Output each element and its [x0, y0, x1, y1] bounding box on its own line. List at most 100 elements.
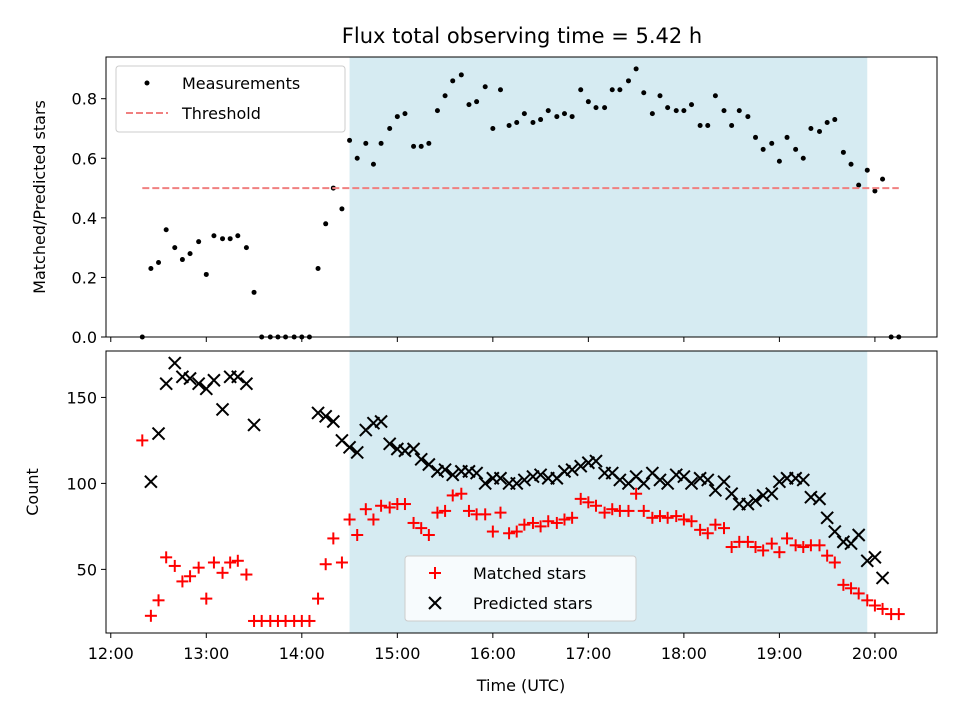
measurement-point	[554, 114, 560, 120]
measurement-point	[243, 245, 249, 251]
measurement-point	[203, 271, 209, 277]
top-panel: 0.00.20.40.60.8 Matched/Predicted stars …	[30, 56, 938, 347]
predicted-stars-point	[326, 414, 341, 429]
predicted-stars-point	[772, 474, 787, 489]
measurement-point	[442, 93, 448, 99]
predicted-stars-point	[653, 473, 667, 487]
matched-stars-point	[240, 568, 253, 581]
measurement-point	[474, 99, 480, 105]
matched-stars-point	[303, 614, 316, 627]
measurement-point	[172, 245, 178, 251]
matched-stars-point	[518, 518, 531, 531]
measurement-point	[370, 161, 376, 167]
matched-stars-point	[725, 541, 738, 554]
predicted-stars-point	[446, 468, 460, 482]
measurement-point	[800, 155, 806, 161]
measurement-point	[817, 128, 823, 134]
measurement-point	[227, 236, 233, 242]
bottom-axes-frame	[105, 350, 938, 634]
matched-stars-point	[876, 602, 889, 615]
predicted-stars-point	[422, 457, 436, 472]
matched-stars-point	[590, 499, 603, 512]
bottom-x-tick-label: 12:00	[88, 644, 134, 663]
top-marks	[139, 66, 902, 340]
matched-stars-point	[455, 487, 468, 500]
measurement-point	[856, 182, 862, 188]
measurement-point	[784, 134, 790, 140]
measurement-point	[625, 78, 631, 84]
matched-stars-point	[192, 561, 205, 574]
predicted-stars-point	[517, 473, 532, 487]
matched-stars-point	[757, 544, 770, 557]
top-axes-frame	[105, 56, 938, 338]
matched-stars-point	[781, 532, 794, 545]
measurement-point	[736, 108, 742, 114]
predicted-stars-point	[438, 462, 452, 477]
measurement-point	[665, 105, 671, 111]
matched-stars-point	[813, 539, 826, 552]
measurement-point	[705, 123, 711, 129]
matched-stars-point	[709, 518, 722, 531]
matched-stars-point	[598, 506, 611, 519]
x-axis-label: Time (UTC)	[476, 676, 565, 695]
predicted-stars-point	[144, 474, 158, 489]
measurement-point	[538, 117, 544, 123]
measurement-point	[832, 117, 838, 123]
matched-stars-point	[558, 513, 571, 526]
predicted-stars-point	[533, 468, 548, 482]
predicted-stars-point	[239, 376, 254, 391]
legend-matched-marker	[429, 567, 441, 579]
matched-stars-point	[622, 504, 635, 517]
matched-stars-point	[828, 556, 841, 569]
predicted-stars-point	[168, 356, 182, 370]
measurement-point	[649, 111, 655, 117]
predicted-stars-point	[406, 442, 421, 456]
top-y-tick-label: 0.4	[72, 209, 97, 228]
measurement-point	[196, 239, 202, 245]
matched-stars-point	[677, 513, 690, 526]
predicted-stars-point	[510, 476, 524, 491]
bottom-x-tick-label: 20:00	[852, 644, 898, 663]
measurement-point	[880, 176, 886, 182]
matched-stars-point	[224, 556, 237, 569]
matched-stars-point	[773, 546, 786, 559]
predicted-stars-point	[684, 476, 699, 491]
predicted-stars-point	[493, 471, 508, 485]
matched-stars-point	[534, 520, 547, 533]
measurement-point	[745, 114, 751, 120]
bottom-marks	[136, 356, 905, 627]
matched-stars-point	[868, 599, 881, 612]
matched-stars-point	[462, 504, 475, 517]
matched-stars-point	[494, 506, 507, 519]
matched-stars-point	[637, 504, 650, 517]
measurement-point	[681, 108, 687, 114]
measurement-point	[466, 102, 472, 108]
measurement-point	[617, 87, 623, 93]
measurement-point	[411, 143, 417, 149]
matched-stars-point	[216, 566, 229, 579]
matched-stars-point	[717, 522, 730, 535]
measurement-point	[657, 93, 663, 99]
measurement-point	[450, 78, 456, 84]
bottom-x-tick-label: 19:00	[756, 644, 802, 663]
matched-stars-point	[765, 537, 778, 550]
bottom-x-tick-label: 13:00	[183, 644, 229, 663]
matched-stars-point	[582, 496, 595, 509]
measurement-point	[776, 158, 782, 164]
measurement-point	[729, 123, 735, 129]
predicted-stars-point	[382, 437, 397, 451]
legend-predicted-label: Predicted stars	[473, 594, 593, 613]
predicted-stars-point	[191, 376, 206, 391]
predicted-stars-point	[868, 550, 882, 565]
matched-stars-point	[526, 516, 539, 529]
predicted-stars-point	[765, 487, 779, 501]
measurement-point	[585, 99, 591, 105]
matched-stars-point	[550, 516, 563, 529]
matched-stars-point	[542, 515, 555, 528]
matched-stars-point	[446, 489, 459, 502]
bottom-y-tick-label: 150	[66, 388, 97, 407]
predicted-stars-point	[574, 459, 588, 473]
matched-stars-point	[136, 434, 149, 447]
matched-stars-point	[821, 549, 834, 562]
